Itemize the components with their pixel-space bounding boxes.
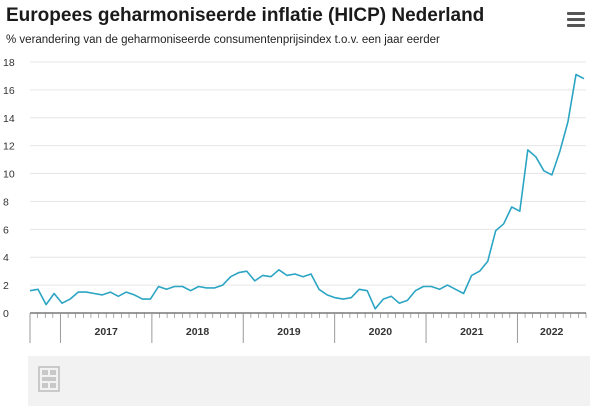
y-tick-label-10: 10	[3, 169, 15, 181]
x-tick-label-2020: 2020	[369, 326, 393, 338]
chart-footer-band	[28, 356, 590, 406]
x-tick-label-2021: 2021	[460, 326, 484, 338]
chart-subtitle: % verandering van de geharmoniseerde con…	[6, 34, 440, 46]
y-tick-label-14: 14	[3, 113, 15, 125]
x-tick-label-2022: 2022	[540, 326, 564, 338]
y-tick-label-18: 18	[3, 57, 15, 69]
x-tick-label-2018: 2018	[186, 326, 210, 338]
hamburger-menu-icon[interactable]	[567, 12, 585, 28]
y-tick-label-0: 0	[3, 308, 9, 320]
y-tick-label-8: 8	[3, 196, 9, 208]
y-tick-label-6: 6	[3, 224, 9, 236]
y-tick-label-2: 2	[3, 280, 9, 292]
series-line	[29, 73, 585, 310]
y-tick-label-12: 12	[3, 141, 15, 153]
x-tick-label-2019: 2019	[277, 326, 301, 338]
cbs-logo-icon	[38, 366, 60, 392]
chart-title: Europees geharmoniseerde inflatie (HICP)…	[6, 5, 485, 26]
y-tick-label-4: 4	[3, 252, 9, 264]
y-tick-label-16: 16	[3, 85, 15, 97]
x-tick-label-2017: 2017	[94, 326, 118, 338]
